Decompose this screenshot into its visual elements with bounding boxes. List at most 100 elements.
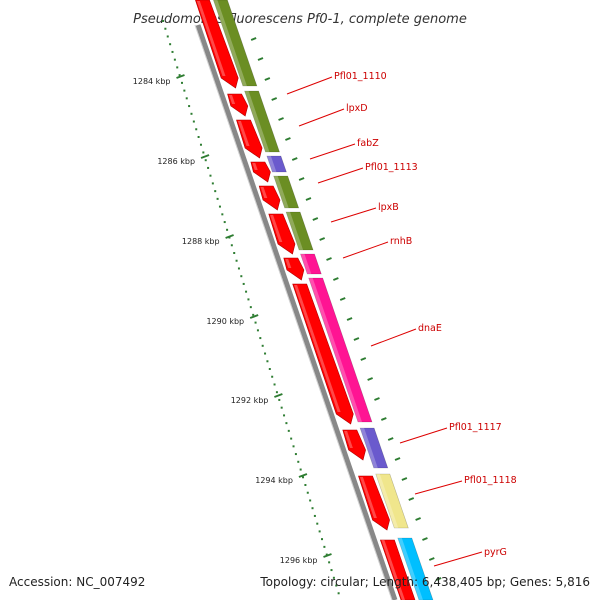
ruler-major-tick: [274, 393, 283, 398]
gene-label[interactable]: dnaE: [418, 323, 442, 334]
ruler-major-tick: [323, 553, 332, 558]
ruler-dot: [259, 337, 262, 340]
gene-feature-highlight: [273, 176, 289, 208]
ruler-dot: [318, 530, 321, 533]
gene-feature[interactable]: [359, 427, 389, 469]
minor-tick: [257, 57, 264, 61]
ruler-dot: [294, 453, 297, 456]
gene-feature[interactable]: [244, 90, 280, 153]
gene-feature[interactable]: [285, 211, 314, 251]
ruler-dot: [332, 576, 335, 579]
ruler-tick-label: 1284 kbp: [133, 77, 171, 86]
minor-tick: [360, 357, 367, 361]
ruler-dot: [321, 538, 324, 541]
ruler-dot: [302, 476, 305, 479]
gene-label[interactable]: Pfl01_1118: [464, 475, 517, 486]
ruler-dot: [328, 561, 331, 564]
gene-feature-highlight: [375, 474, 399, 528]
gene-feature[interactable]: [213, 0, 258, 87]
genome-title: Pseudomonas fluorescens Pf0-1, complete …: [133, 12, 467, 27]
gene-label-line: [342, 241, 389, 259]
cds-arrow-highlight: [344, 431, 353, 448]
gene-label-line: [414, 480, 463, 495]
gene-feature[interactable]: [308, 277, 373, 423]
ruler-dot: [242, 282, 245, 285]
gene-label[interactable]: Pfl01_1110: [334, 71, 387, 82]
ruler-dot: [216, 197, 219, 200]
minor-tick: [380, 417, 387, 421]
ruler-dot: [261, 344, 264, 347]
ruler-dot: [297, 460, 300, 463]
gene-feature-highlight: [213, 0, 247, 86]
ruler-dot: [299, 468, 302, 471]
cds-arrow-highlight: [359, 477, 377, 518]
gene-feature[interactable]: [300, 253, 322, 275]
minor-tick: [353, 337, 360, 341]
minor-tick: [394, 457, 401, 461]
ruler-dot: [185, 97, 188, 100]
gene-feature-highlight: [244, 91, 270, 152]
ruler-dot: [204, 159, 207, 162]
ruler-dot: [290, 437, 293, 440]
ruler-dot: [254, 321, 257, 324]
ruler-dot: [292, 445, 295, 448]
gene-feature[interactable]: [375, 473, 409, 529]
ruler-dot: [164, 27, 167, 30]
ruler-dot: [306, 491, 309, 494]
ruler-dot: [249, 306, 252, 309]
cds-arrow-highlight: [260, 187, 268, 198]
gene-label[interactable]: fabZ: [357, 138, 379, 149]
gene-label[interactable]: pyrG: [484, 547, 507, 558]
feature-ticks: [250, 37, 442, 581]
ruler-tick-label: 1290 kbp: [206, 317, 244, 326]
accession-text: Accession: NC_007492: [9, 575, 145, 589]
ruler-major-tick: [249, 314, 259, 319]
ruler-dot: [169, 43, 172, 46]
ruler-major-tick: [225, 234, 234, 239]
gene-feature-highlight: [397, 538, 423, 600]
minor-tick: [408, 497, 415, 501]
ruler-dot: [195, 128, 198, 131]
ruler-dot: [313, 514, 316, 517]
gene-label[interactable]: lpxB: [378, 202, 399, 213]
gene-label[interactable]: rnhB: [390, 236, 412, 247]
ruler-dot: [199, 143, 202, 146]
gene-feature[interactable]: [266, 155, 287, 173]
ruler-dot: [335, 584, 338, 587]
ruler-dot: [235, 259, 238, 262]
gene-label-line: [309, 143, 356, 160]
gene-label[interactable]: Pfl01_1113: [365, 162, 418, 173]
cds-arrow-highlight: [285, 259, 292, 268]
ruler-dot: [218, 205, 221, 208]
cds-arrow-highlight: [252, 163, 258, 170]
minor-tick: [428, 557, 435, 561]
genome-backbone: [195, 24, 398, 600]
ruler-major-tick: [200, 154, 210, 159]
ruler-dot: [278, 398, 281, 401]
gene-feature[interactable]: [273, 175, 300, 209]
minor-tick: [339, 297, 346, 301]
ruler-dot: [275, 391, 278, 394]
gene-label[interactable]: Pfl01_1117: [449, 422, 502, 433]
ruler-dot: [287, 429, 290, 432]
minor-tick: [374, 397, 380, 401]
gene-labels: Pfl01_1110 lpxD fabZ Pfl01_1113 lpxB rnh…: [286, 71, 517, 567]
cds-arrow-highlight: [196, 1, 226, 76]
ruler-dot: [264, 352, 267, 355]
minor-tick: [271, 97, 278, 101]
ruler-dot: [223, 221, 226, 224]
ruler-dot: [240, 275, 243, 278]
scale-ruler: 1284 kbp 1286 kbp 1288 kbp 1290 kbp 1292 kbp…: [133, 20, 340, 595]
ruler-dot: [304, 484, 307, 486]
ruler-dot: [188, 105, 191, 108]
minor-tick: [291, 157, 298, 161]
gene-label[interactable]: lpxD: [346, 103, 368, 114]
ruler-dot: [226, 228, 229, 231]
ruler-dot: [162, 20, 164, 22]
ruler-dot: [233, 252, 236, 254]
minor-tick: [346, 317, 353, 321]
gene-feature[interactable]: [397, 537, 434, 600]
ruler-dot: [337, 592, 340, 595]
ruler-dot: [280, 406, 283, 409]
